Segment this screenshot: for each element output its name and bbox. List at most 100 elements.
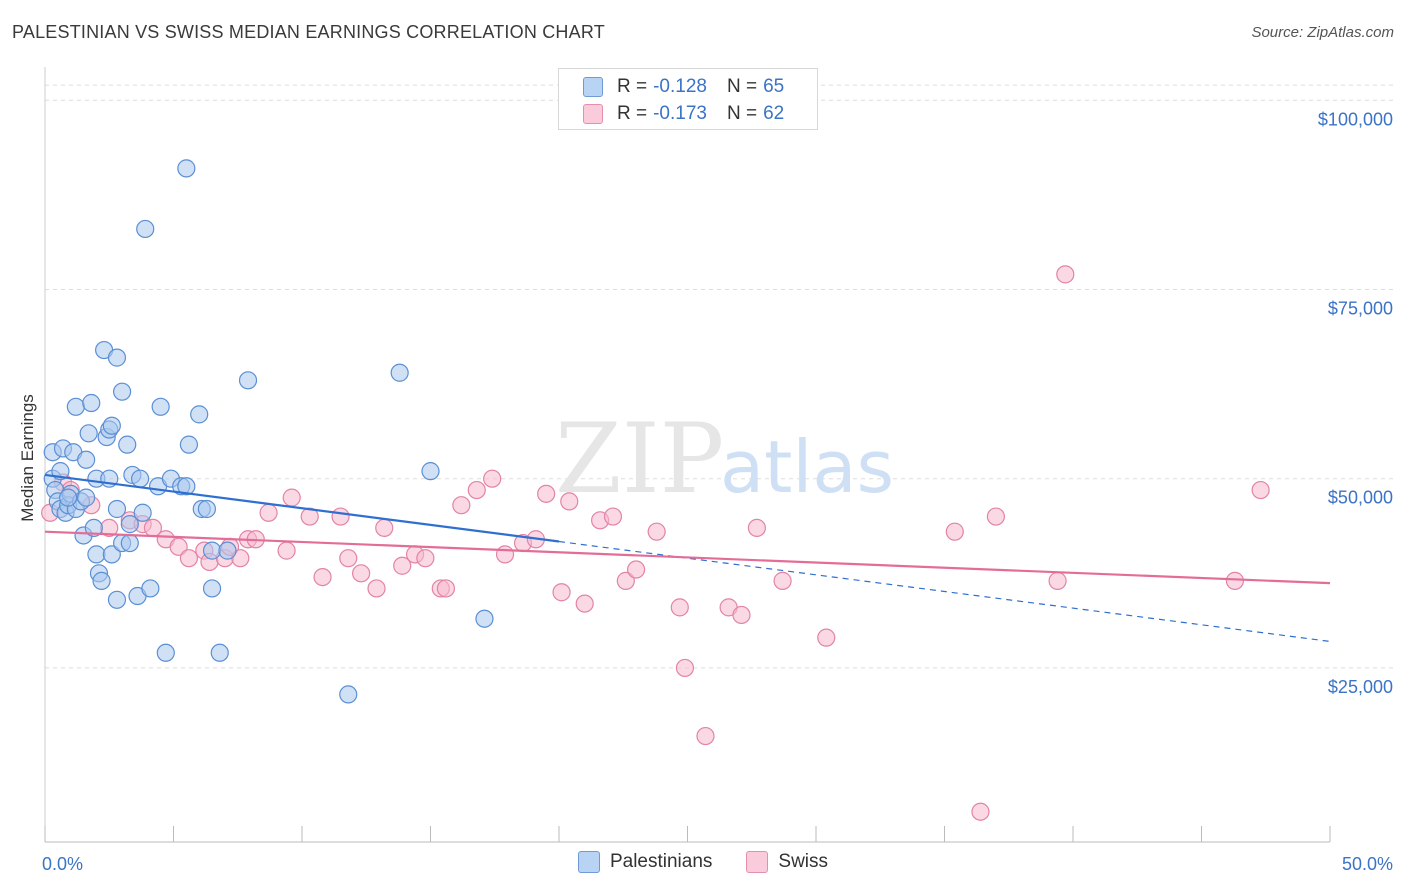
point-swiss [675,658,695,678]
legend-item-swiss[interactable]: Swiss [746,851,828,873]
point-swiss [670,598,689,617]
legend-r-label: R = [617,76,648,97]
legend-item-palestinians[interactable]: Palestinians [577,851,713,873]
y-axis-label: Median Earnings [18,394,37,522]
point-swiss [1251,480,1270,500]
point-swiss [616,571,635,590]
source-label: Source: ZipAtlas.com [1251,24,1394,41]
y-tick-label: $25,000 [1328,677,1393,697]
point-swiss [313,567,332,587]
point-swiss [339,549,358,568]
legend-n-value: 62 [763,103,785,124]
point-swiss [367,579,386,598]
point-swiss [331,507,350,526]
point-palestinians [120,515,139,534]
point-palestinians [238,371,258,390]
point-swiss [375,518,394,538]
point-swiss [552,583,571,602]
point-palestinians [92,571,111,590]
point-palestinians [156,643,175,662]
watermark: ZIP atlas [555,403,894,515]
point-palestinians [136,219,155,239]
point-palestinians [77,450,96,469]
series-legend: Palestinians Swiss [0,851,1406,873]
point-swiss [467,480,486,500]
point-swiss [495,545,515,564]
point-swiss [626,560,646,579]
point-palestinians [130,469,150,488]
point-swiss [179,549,199,568]
point-palestinians [59,488,78,507]
legend-swatch-pink [583,104,603,124]
point-swiss [1225,571,1245,590]
point-swiss [277,541,296,560]
point-swiss [169,537,188,556]
point-swiss [537,484,556,503]
trend-lines [44,473,1331,643]
point-swiss [416,549,435,568]
point-swiss [817,628,836,647]
point-palestinians [102,416,121,435]
point-palestinians [197,499,217,519]
y-tick-label: $100,000 [1318,109,1393,129]
point-palestinians [202,579,222,598]
point-palestinians [77,488,96,507]
point-palestinians [218,541,237,560]
point-palestinians [79,424,98,443]
legend-row-palestinians: R = -0.128 N = 65 [583,74,790,100]
point-palestinians [107,499,127,519]
point-palestinians [112,382,132,401]
trend-line-palestinians-extrapolated [558,540,1331,643]
point-swiss [560,492,579,511]
legend-r-label: R = [617,103,648,124]
legend-row-swiss: R = -0.173 N = 62 [583,101,790,127]
point-swiss [393,556,412,575]
point-swiss [282,488,301,507]
point-swiss [300,507,319,526]
x-tick-label-min: 0.0% [42,854,83,874]
legend-label: Palestinians [609,851,713,872]
legend-swatch-blue [583,77,603,97]
point-palestinians [87,545,106,564]
point-swiss [603,507,623,526]
point-swiss [732,605,751,625]
point-palestinians [133,503,152,522]
legend-r-value: -0.173 [653,103,707,124]
point-swiss [436,579,456,598]
point-palestinians [475,609,494,628]
point-palestinians [339,685,358,704]
series-palestinians [43,159,494,704]
point-palestinians [141,579,160,598]
y-tick-label: $50,000 [1328,488,1393,508]
legend-n-label: N = [726,103,758,124]
legend-swatch-pink [746,851,769,873]
chart-title: PALESTINIAN VS SWISS MEDIAN EARNINGS COR… [12,22,605,42]
point-palestinians [84,518,103,538]
point-palestinians [210,643,229,662]
point-palestinians [179,435,199,454]
legend-n-value: 65 [763,76,785,97]
legend-n-label: N = [726,76,758,97]
point-palestinians [190,405,209,424]
point-swiss [575,594,594,613]
y-tick-labels: $25,000 $50,000 $75,000 $100,000 [1318,109,1393,697]
point-palestinians [151,397,170,416]
point-palestinians [66,397,85,416]
point-swiss [747,518,766,538]
trend-line-swiss [44,530,1331,585]
correlation-legend: R = -0.128 N = 65 R = -0.173 N = 62 [558,68,818,130]
point-palestinians [120,533,139,553]
point-swiss [696,726,715,746]
series-swiss [41,265,1270,821]
x-tick-label-max: 50.0% [1342,854,1393,874]
legend-label: Swiss [778,851,829,872]
point-palestinians [102,545,121,564]
point-palestinians [82,393,101,413]
point-swiss [971,802,990,821]
point-swiss [1048,571,1067,590]
point-palestinians [118,435,137,454]
y-tick-label: $75,000 [1328,298,1393,318]
point-palestinians [421,462,440,481]
point-palestinians [177,159,196,178]
